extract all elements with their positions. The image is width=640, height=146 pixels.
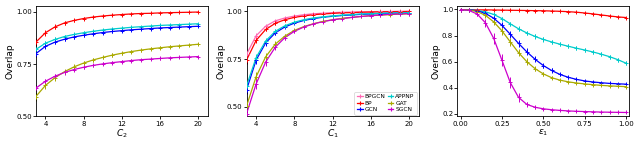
- Legend: BPGCN, BP, GCN, APPNP, GAT, SGCN: BPGCN, BP, GCN, APPNP, GAT, SGCN: [355, 92, 417, 115]
- X-axis label: $C_1$: $C_1$: [327, 128, 339, 140]
- Y-axis label: Overlap: Overlap: [431, 43, 440, 79]
- X-axis label: $\varepsilon_1$: $\varepsilon_1$: [538, 128, 548, 138]
- Y-axis label: Overlap: Overlap: [6, 43, 15, 79]
- X-axis label: $C_2$: $C_2$: [116, 128, 128, 140]
- Y-axis label: Overlap: Overlap: [216, 43, 225, 79]
